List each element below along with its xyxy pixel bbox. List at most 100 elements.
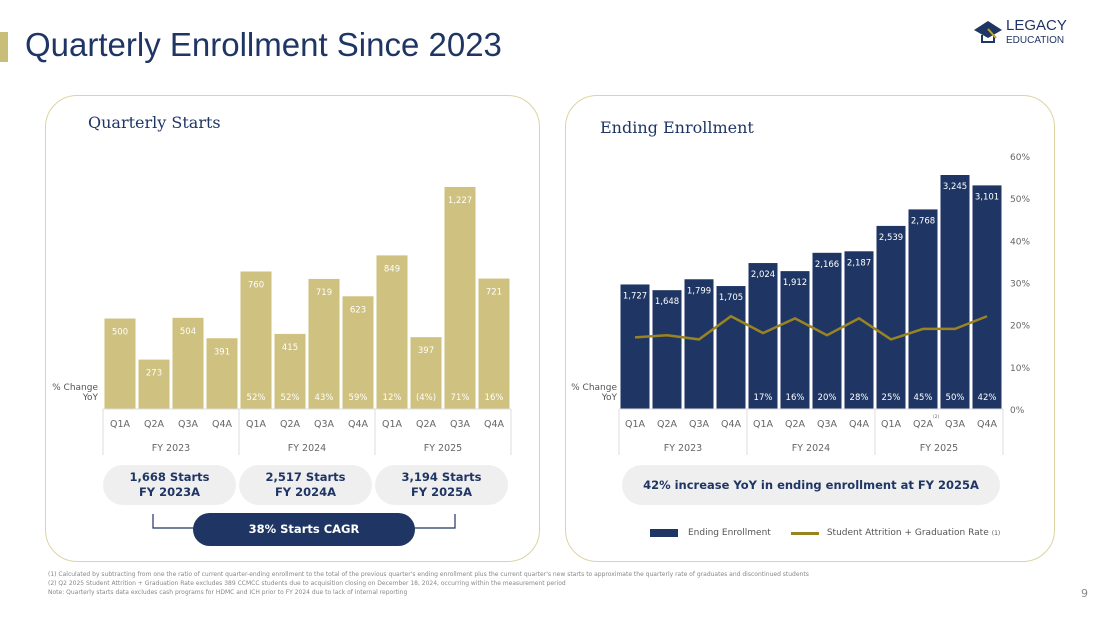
starts-category-label: Q1A	[382, 419, 403, 430]
enrollment-yoy-value: 20%	[818, 393, 837, 403]
enrollment-value-label: 2,187	[847, 258, 871, 268]
enrollment-yoy-value: 25%	[882, 393, 901, 403]
enrollment-bar	[844, 251, 874, 409]
enrollment-category-label: Q4A	[721, 419, 742, 430]
starts-value-label: 391	[214, 347, 230, 357]
enrollment-value-label: 1,727	[623, 291, 647, 301]
starts-total: 1,668 Starts	[129, 470, 210, 484]
enrollment-group-label: FY 2024	[792, 443, 830, 454]
starts-yoy-value: 59%	[349, 393, 368, 403]
starts-category-label: Q3A	[450, 419, 471, 430]
enrollment-category-label: Q3A	[945, 419, 966, 430]
footnote-note: Note: Quarterly starts data excludes cas…	[48, 589, 408, 596]
legacy-education-logo: LEGACY EDUCATION	[974, 17, 1067, 46]
enrollment-value-label: 2,539	[879, 233, 903, 243]
enrollment-value-label: 1,912	[783, 278, 807, 288]
ending-enrollment-title: Ending Enrollment	[600, 118, 754, 137]
ending-enrollment-panel	[565, 95, 1055, 562]
enrollment-bar	[780, 271, 810, 409]
starts-group-label: FY 2025	[424, 443, 462, 454]
enrollment-callout: 42% increase YoY in ending enrollment at…	[622, 465, 1000, 505]
enrollment-category-label: Q1A	[753, 419, 774, 430]
y2-tick-label: 40%	[1010, 237, 1030, 247]
starts-value-label: 273	[146, 369, 162, 379]
enrollment-bar	[684, 279, 714, 409]
starts-category-label: Q2A	[144, 419, 165, 430]
starts-value-label: 415	[282, 343, 298, 353]
enrollment-value-label: 2,166	[815, 260, 839, 270]
starts-value-label: 500	[112, 328, 128, 338]
enrollment-bar	[908, 209, 938, 409]
fiscal-year: FY 2025A	[410, 485, 473, 499]
starts-value-label: 849	[384, 264, 400, 274]
starts-category-label: Q1A	[246, 419, 267, 430]
starts-bar	[240, 271, 272, 409]
starts-summary-pill: 3,194 Starts FY 2025A	[375, 465, 508, 505]
starts-yoy-value: 52%	[247, 393, 266, 403]
legend: Ending Enrollment Student Attrition + Gr…	[650, 528, 1000, 538]
enrollment-yoy-value: 50%	[946, 393, 965, 403]
enrollment-bar	[876, 225, 906, 409]
starts-value-label: 397	[418, 346, 434, 356]
starts-category-label: Q4A	[484, 419, 505, 430]
enrollment-value-label: 1,799	[687, 286, 711, 296]
enrollment-bar	[652, 290, 682, 409]
enrollment-value-label: 1,648	[655, 297, 679, 307]
enrollment-bar	[940, 175, 970, 409]
starts-category-label: Q3A	[314, 419, 335, 430]
legend-swatch-attrition-rate	[790, 531, 819, 535]
starts-category-label: Q1A	[110, 419, 131, 430]
enrollment-category-label: Q4A	[977, 419, 998, 430]
enrollment-value-label: 3,101	[975, 192, 999, 202]
enrollment-bar	[972, 185, 1002, 409]
y2-tick-label: 20%	[1010, 322, 1030, 332]
starts-value-label: 504	[180, 327, 196, 337]
starts-total: 2,517 Starts	[265, 470, 346, 484]
enrollment-bar	[716, 286, 746, 409]
starts-bar	[104, 318, 136, 409]
enrollment-group-label: FY 2023	[664, 443, 702, 454]
starts-category-label: Q4A	[212, 419, 233, 430]
starts-category-label: Q4A	[348, 419, 369, 430]
y2-tick-label: 30%	[1010, 280, 1030, 290]
starts-yoy-value: 12%	[383, 393, 402, 403]
starts-value-label: 721	[486, 288, 502, 298]
attrition-rate-line	[634, 314, 988, 341]
starts-value-label: 1,227	[448, 196, 472, 206]
enrollment-yoy-value: 28%	[850, 393, 869, 403]
cagr-badge: 38% Starts CAGR	[193, 513, 415, 546]
starts-group-label: FY 2023	[152, 443, 190, 454]
y2-tick-label: 50%	[1010, 195, 1030, 205]
legend-footnote: (1)	[991, 529, 1001, 537]
enrollment-category-label: Q2A	[785, 419, 806, 430]
starts-value-label: 623	[350, 305, 366, 315]
starts-category-label: Q3A	[178, 419, 199, 430]
fiscal-year: FY 2023A	[138, 485, 201, 499]
y2-tick-label: 10%	[1010, 364, 1030, 374]
starts-bar	[138, 359, 170, 409]
fiscal-year: FY 2024A	[274, 485, 337, 499]
starts-yoy-value: 43%	[315, 393, 334, 403]
enrollment-bar	[748, 263, 778, 409]
starts-bar	[342, 296, 374, 409]
page-number: 9	[1081, 587, 1088, 600]
quarterly-starts-panel	[45, 95, 540, 562]
starts-bar	[172, 317, 204, 409]
enrollment-bar	[620, 284, 650, 409]
legend-label-ending-enrollment: Ending Enrollment	[688, 528, 771, 538]
quarterly-starts-title: Quarterly Starts	[88, 113, 221, 132]
starts-total: 3,194 Starts	[401, 470, 482, 484]
starts-yoy-value: 16%	[485, 393, 504, 403]
starts-summary-pill: 2,517 Starts FY 2024A	[239, 465, 372, 505]
enrollment-category-label: Q2A	[913, 419, 934, 430]
starts-group-label: FY 2024	[288, 443, 326, 454]
starts-category-label: Q2A	[416, 419, 437, 430]
enrollment-group-label: FY 2025	[920, 443, 958, 454]
starts-value-label: 719	[316, 288, 332, 298]
starts-bar	[308, 278, 340, 409]
starts-yoy-value: 71%	[451, 393, 470, 403]
starts-category-label: Q2A	[280, 419, 301, 430]
enrollment-yoy-label: % Change YoY	[571, 383, 617, 403]
enrollment-yoy-value: 16%	[786, 393, 805, 403]
